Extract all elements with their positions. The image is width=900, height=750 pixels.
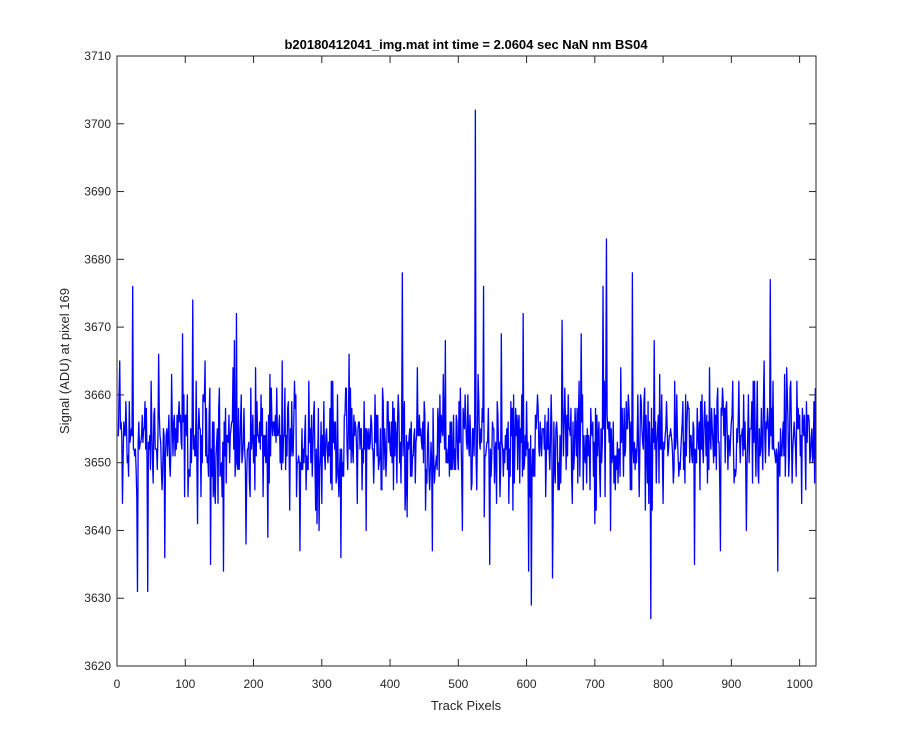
y-tick-label: 3680	[84, 252, 111, 266]
x-tick-label: 100	[175, 677, 195, 691]
y-tick-label: 3630	[84, 591, 111, 605]
plot-area	[117, 56, 816, 666]
y-tick-label: 3690	[84, 185, 111, 199]
y-tick-label: 3660	[84, 388, 111, 402]
y-tick-label: 3710	[84, 49, 111, 63]
x-tick-label: 800	[653, 677, 673, 691]
x-axis-label: Track Pixels	[431, 698, 502, 713]
x-tick-label: 200	[244, 677, 264, 691]
y-axis-label: Signal (ADU) at pixel 169	[57, 288, 72, 434]
x-tick-label: 500	[448, 677, 468, 691]
x-tick-label: 0	[114, 677, 121, 691]
x-tick-label: 1000	[786, 677, 813, 691]
chart-title: b20180412041_img.mat int time = 2.0604 s…	[284, 37, 648, 52]
x-tick-label: 600	[517, 677, 537, 691]
x-tick-label: 700	[585, 677, 605, 691]
y-tick-label: 3620	[84, 659, 111, 673]
y-tick-label: 3640	[84, 523, 111, 537]
y-tick-label: 3700	[84, 117, 111, 131]
y-tick-label: 3670	[84, 320, 111, 334]
y-tick-label: 3650	[84, 456, 111, 470]
x-tick-label: 300	[312, 677, 332, 691]
x-tick-label: 900	[721, 677, 741, 691]
signal-series-line	[117, 109, 816, 620]
x-tick-label: 400	[380, 677, 400, 691]
axes-box	[116, 55, 817, 667]
